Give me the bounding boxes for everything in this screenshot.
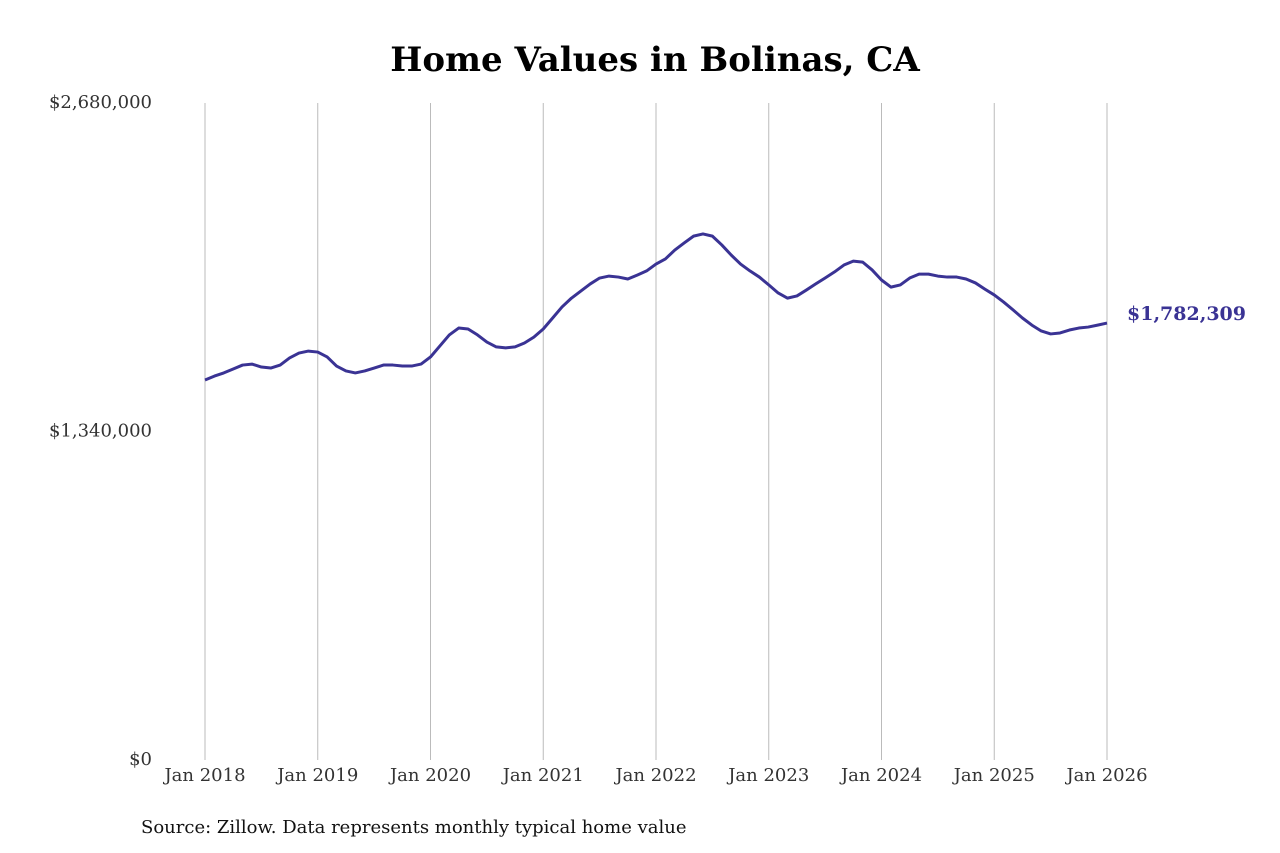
chart-title: Home Values in Bolinas, CA <box>390 40 920 80</box>
x-tick-label: Jan 2020 <box>388 765 471 786</box>
x-tick-label: Jan 2024 <box>839 765 922 786</box>
value-label: $1,782,309 <box>1127 303 1246 325</box>
y-tick-label: $0 <box>129 749 152 770</box>
x-tick-label: Jan 2018 <box>162 765 245 786</box>
x-tick-label: Jan 2021 <box>501 765 584 786</box>
x-tick-label: Jan 2019 <box>275 765 358 786</box>
x-tick-label: Jan 2026 <box>1064 765 1147 786</box>
y-tick-label: $1,340,000 <box>49 421 152 442</box>
y-tick-label: $2,680,000 <box>49 92 152 113</box>
x-tick-label: Jan 2023 <box>726 765 809 786</box>
x-tick-label: Jan 2022 <box>613 765 696 786</box>
x-tick-label: Jan 2025 <box>952 765 1035 786</box>
line-series <box>204 232 1108 382</box>
source-note: Source: Zillow. Data represents monthly … <box>141 817 687 838</box>
